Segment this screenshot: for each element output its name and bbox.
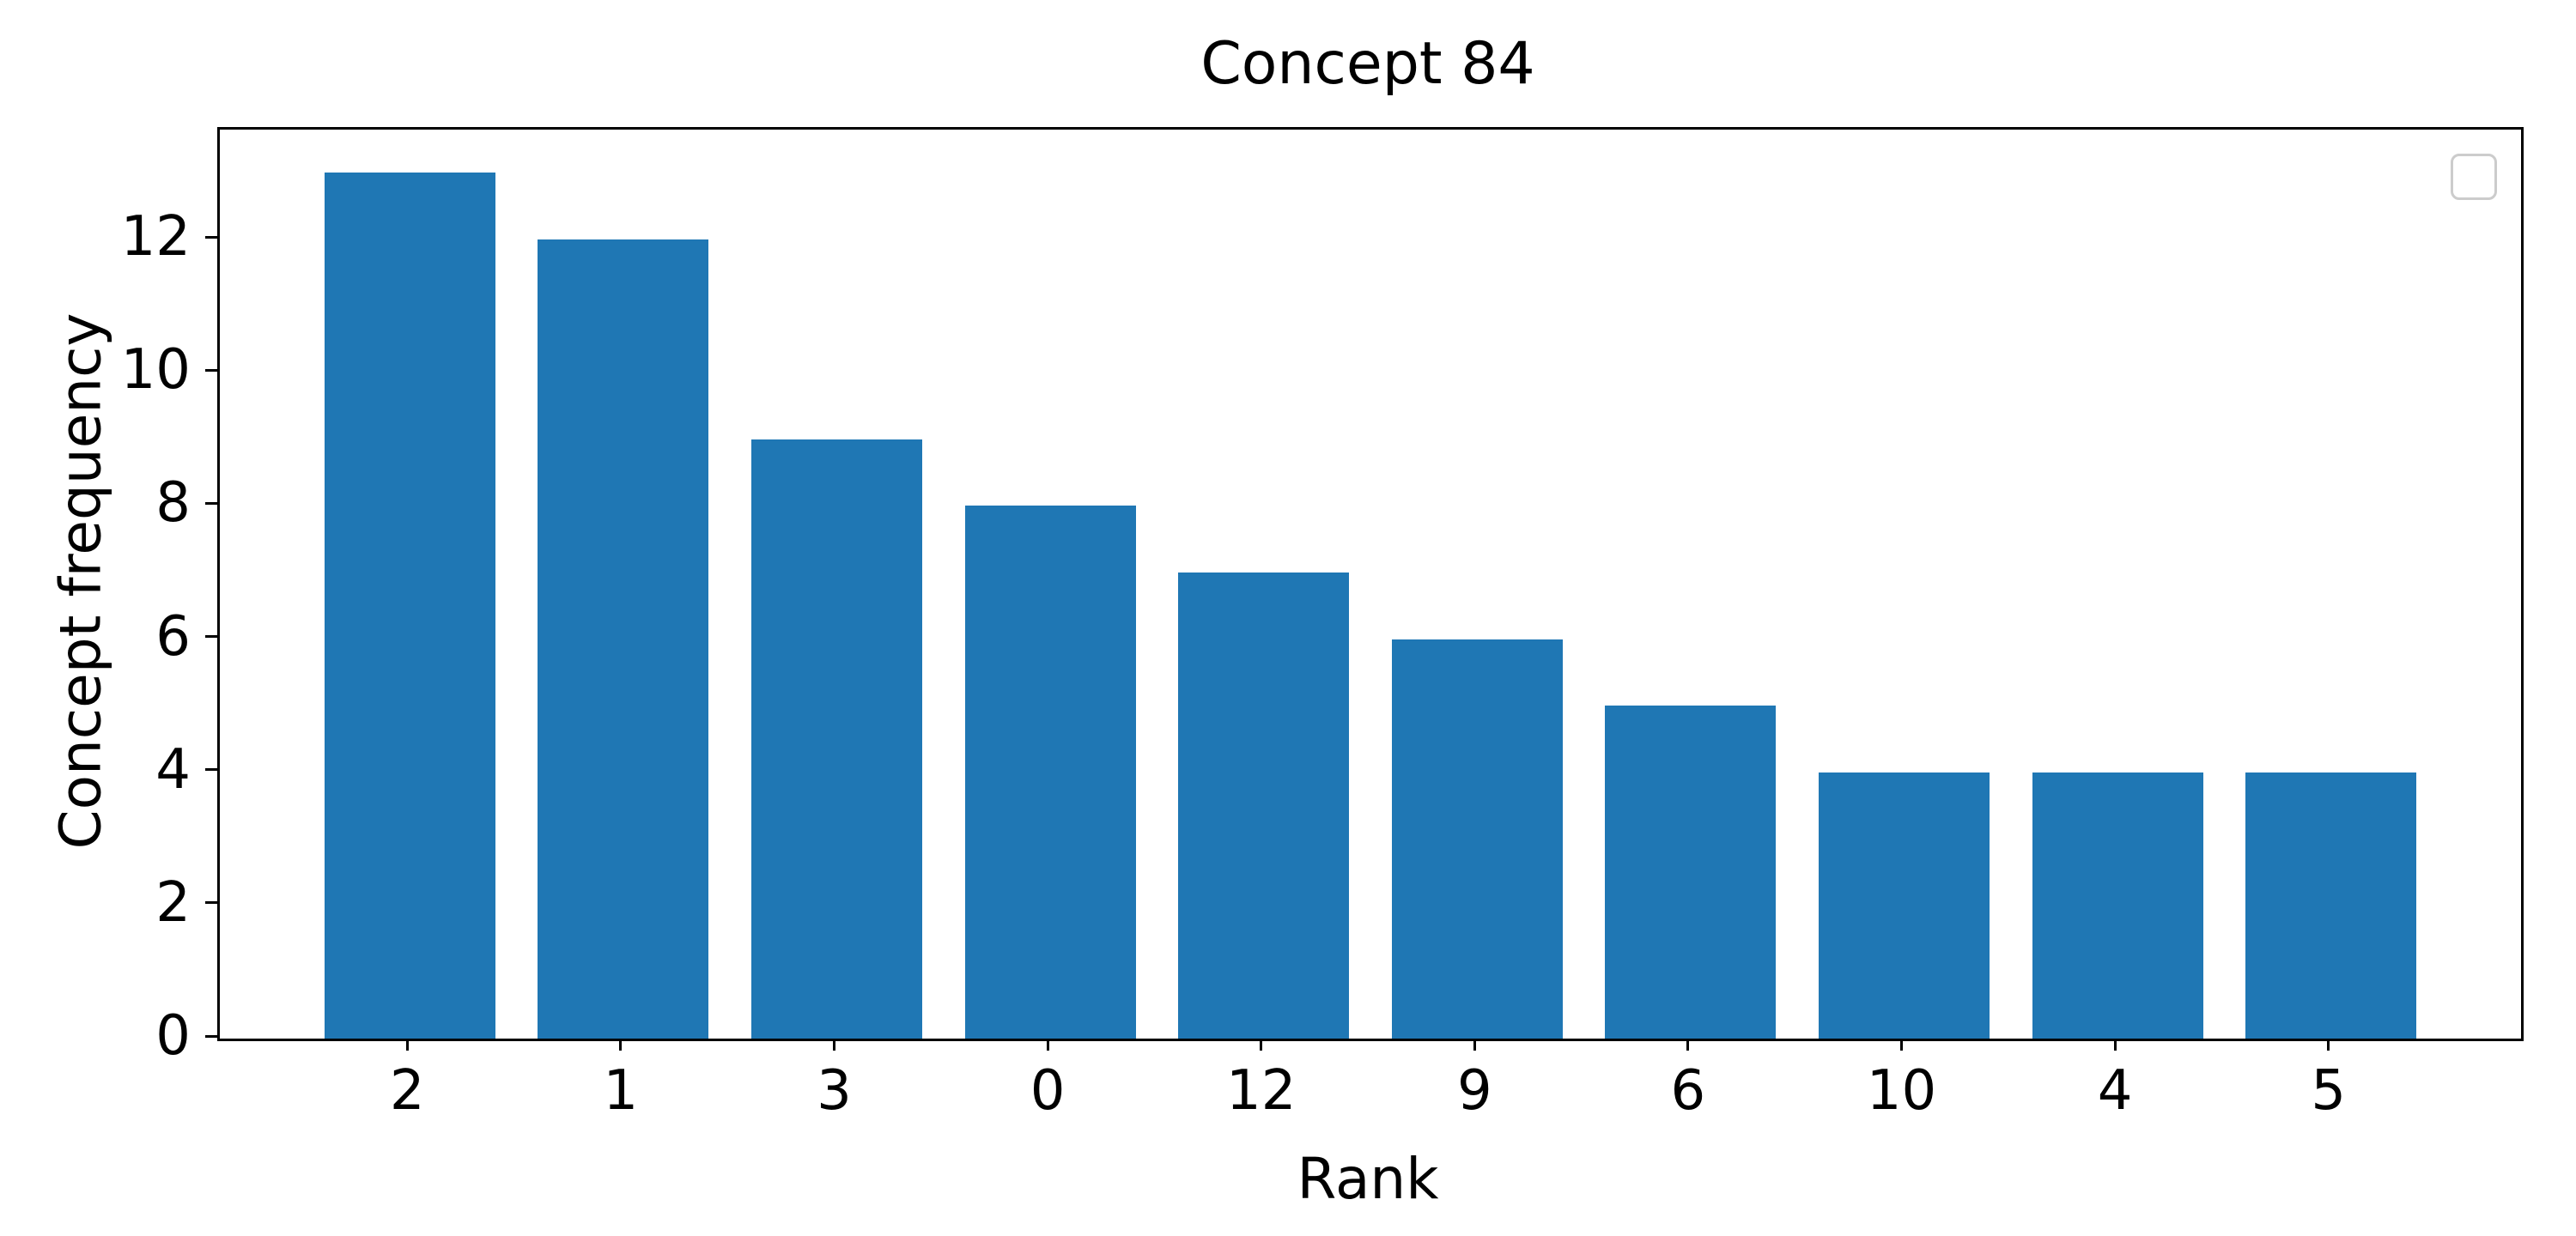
y-tick-label: 8: [155, 471, 191, 536]
chart-title: Concept 84: [1200, 30, 1535, 98]
x-tick-mark: [405, 1039, 409, 1051]
y-tick-label: 6: [155, 604, 191, 669]
x-axis-label: Rank: [1297, 1146, 1439, 1212]
bar: [324, 173, 495, 1039]
y-tick-mark: [205, 235, 217, 239]
y-tick-label: 2: [155, 870, 191, 935]
x-tick-label: 4: [2097, 1059, 2133, 1123]
x-tick-label: 0: [1030, 1059, 1066, 1123]
x-tick-label: 9: [1456, 1059, 1492, 1123]
y-tick-label: 12: [120, 205, 191, 269]
x-tick-label: 3: [817, 1059, 852, 1123]
y-tick-label: 10: [120, 338, 191, 403]
legend-box: [2451, 154, 2497, 200]
x-tick-mark: [2327, 1039, 2330, 1051]
x-tick-label: 2: [389, 1059, 425, 1123]
y-tick-label: 4: [155, 737, 191, 802]
bar: [1819, 772, 1990, 1039]
y-tick-mark: [205, 501, 217, 505]
x-tick-mark: [832, 1039, 835, 1051]
y-tick-label: 0: [155, 1004, 191, 1068]
bar: [2245, 772, 2417, 1039]
bar: [751, 439, 922, 1039]
x-tick-mark: [1900, 1039, 1904, 1051]
y-tick-mark: [205, 368, 217, 372]
bar: [1605, 706, 1777, 1039]
x-tick-mark: [1046, 1039, 1049, 1051]
y-tick-mark: [205, 635, 217, 638]
x-tick-label: 5: [2311, 1059, 2347, 1123]
x-tick-mark: [1686, 1039, 1690, 1051]
x-tick-label: 6: [1670, 1059, 1706, 1123]
x-tick-mark: [1473, 1039, 1476, 1051]
bar: [1391, 639, 1563, 1039]
y-tick-mark: [205, 901, 217, 905]
bar: [1178, 572, 1350, 1039]
y-tick-mark: [205, 1034, 217, 1038]
bar: [538, 239, 709, 1039]
x-tick-label: 1: [603, 1059, 639, 1123]
plot-area: [217, 127, 2524, 1041]
y-tick-mark: [205, 768, 217, 772]
bar: [964, 506, 1136, 1039]
x-tick-mark: [619, 1039, 623, 1051]
x-tick-label: 10: [1866, 1059, 1937, 1123]
x-tick-mark: [1260, 1039, 1263, 1051]
x-tick-label: 12: [1225, 1059, 1297, 1123]
x-tick-mark: [2113, 1039, 2117, 1051]
bar: [2032, 772, 2203, 1039]
